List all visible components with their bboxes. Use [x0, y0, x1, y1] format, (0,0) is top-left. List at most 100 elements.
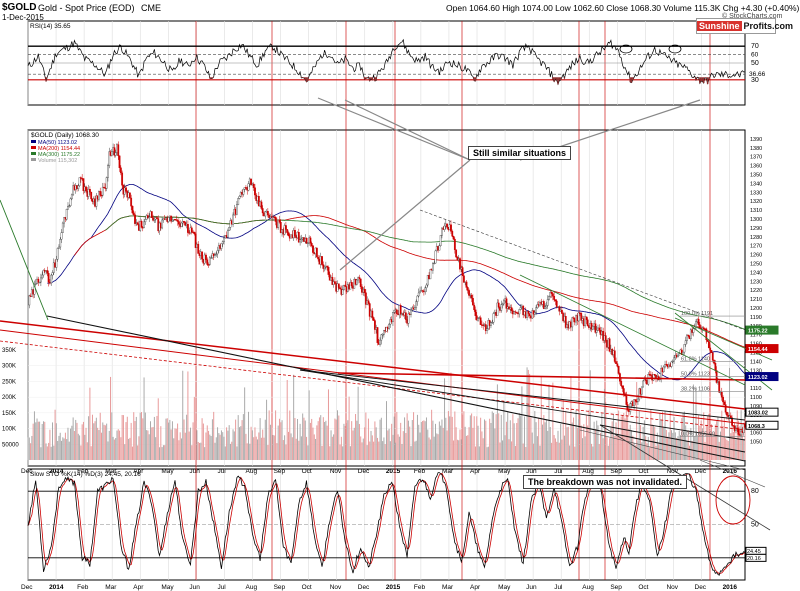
candle-body-245: [343, 284, 345, 290]
month-label-sto-19: Jul: [554, 584, 563, 591]
candle-body-331: [453, 239, 456, 250]
month-label-sto-14: Feb: [414, 584, 426, 591]
candle-body-526: [705, 328, 708, 341]
price-tick-1200: 1200: [750, 306, 762, 312]
price-tick-1140: 1140: [750, 359, 762, 365]
candle-body-233: [327, 267, 330, 275]
month-label-price-11: Nov: [330, 468, 342, 475]
candle-body-477: [642, 380, 645, 388]
candle-body-417: [564, 316, 567, 328]
candle-body-18: [50, 274, 53, 284]
candle-body-443: [598, 327, 601, 331]
candle-body-162: [236, 204, 238, 215]
sto-k-line: [27, 472, 746, 576]
candle-body-316: [434, 250, 437, 264]
month-label-sto-2: Feb: [77, 584, 89, 591]
legend-entry-3: Volume 115,302: [38, 158, 77, 164]
candle-body-312: [429, 269, 432, 280]
candle-body-483: [649, 374, 652, 376]
candle-body-146: [215, 253, 218, 255]
candle-body-406: [550, 292, 553, 294]
candle-body-56: [99, 191, 102, 196]
price-tick-1230: 1230: [750, 279, 762, 285]
candle-body-341: [466, 287, 469, 291]
candle-body-73: [121, 172, 124, 186]
trendline-14: [0, 199, 49, 321]
candle-body-19: [51, 272, 54, 276]
candle-body-186: [266, 211, 269, 216]
candle-body-505: [678, 353, 681, 356]
candle-body-388: [527, 311, 530, 314]
candle-body-127: [190, 227, 193, 233]
candle-body-338: [462, 275, 465, 283]
sto-value-1: 20.16: [747, 556, 761, 562]
candle-body-309: [425, 284, 428, 289]
candle-body-378: [514, 311, 517, 313]
candle-body-48: [88, 189, 91, 193]
candle-body-182: [261, 208, 264, 214]
candle-body-493: [662, 366, 665, 373]
candle-body-407: [551, 293, 554, 297]
annotation-breakdown: The breakdown was not invalidated.: [523, 475, 688, 489]
watermark: © StockCharts.com: [722, 13, 783, 20]
sto-legend: Slow STO %K(14) %D(3) 24.45, 20.16: [30, 471, 141, 478]
candle-body-518: [695, 321, 697, 327]
candle-body-461: [621, 385, 624, 389]
candle-body-464: [625, 395, 628, 405]
candle-body-410: [555, 300, 558, 307]
price-tick-1320: 1320: [750, 199, 762, 205]
candle-body-81: [131, 205, 134, 214]
candle-body-251: [350, 282, 353, 287]
candle-body-129: [193, 231, 196, 235]
sto-value-0: 24.45: [747, 549, 761, 555]
month-label-price-16: Apr: [470, 468, 481, 475]
candle-body-451: [608, 338, 611, 352]
price-label-box-2: [745, 372, 779, 382]
sto-tick-50: 50: [751, 522, 759, 529]
candle-body-520: [697, 318, 700, 325]
candle-body-540: [723, 401, 726, 405]
chart-date: 1-Dec-2015: [2, 13, 44, 22]
month-label-sto-5: May: [161, 584, 174, 591]
month-label-price-9: Sep: [274, 468, 286, 475]
candle-body-500: [671, 360, 674, 363]
candle-body-135: [201, 251, 203, 260]
candle-body-79: [128, 192, 131, 199]
price-title: $GOLD (Daily) 1068.30: [31, 132, 99, 139]
candle-body-97: [152, 217, 154, 221]
candle-body-315: [433, 262, 436, 265]
candle-body-242: [339, 287, 341, 290]
candle-body-368: [501, 303, 504, 305]
annotation-arrow-1: [317, 97, 471, 161]
trendline-1: [0, 329, 746, 425]
month-label-sto-16: Apr: [470, 584, 481, 591]
legend-swatch-3: [31, 158, 36, 161]
rsi-circle-2: [668, 44, 682, 54]
candle-body-27: [61, 222, 64, 233]
candle-body-409: [554, 299, 557, 302]
candle-body-109: [167, 217, 170, 222]
price-tick-1330: 1330: [750, 190, 762, 196]
candle-body-141: [208, 257, 211, 265]
legend-entry-1: MA(200) 1154.44: [38, 146, 80, 152]
candle-body-412: [558, 306, 561, 312]
candle-body-530: [710, 350, 713, 353]
candle-body-121: [183, 221, 185, 223]
candle-body-481: [647, 374, 650, 385]
candle-body-35: [72, 185, 75, 196]
sto-trend-a: [699, 459, 766, 488]
candle-body-232: [326, 265, 329, 268]
candle-body-300: [413, 307, 416, 310]
price-tick-1210: 1210: [750, 297, 762, 303]
candle-body-293: [404, 312, 407, 320]
candle-body-94: [148, 216, 151, 219]
price-tick-1360: 1360: [750, 164, 762, 170]
candle-body-122: [184, 222, 187, 226]
candle-body-494: [664, 364, 666, 368]
candle-body-163: [237, 198, 240, 205]
candle-body-456: [615, 361, 617, 364]
month-label-sto-20: Aug: [582, 584, 594, 591]
candle-body-440: [594, 323, 597, 333]
candle-body-529: [709, 347, 712, 351]
volume-tick-5: 300K: [2, 364, 16, 370]
